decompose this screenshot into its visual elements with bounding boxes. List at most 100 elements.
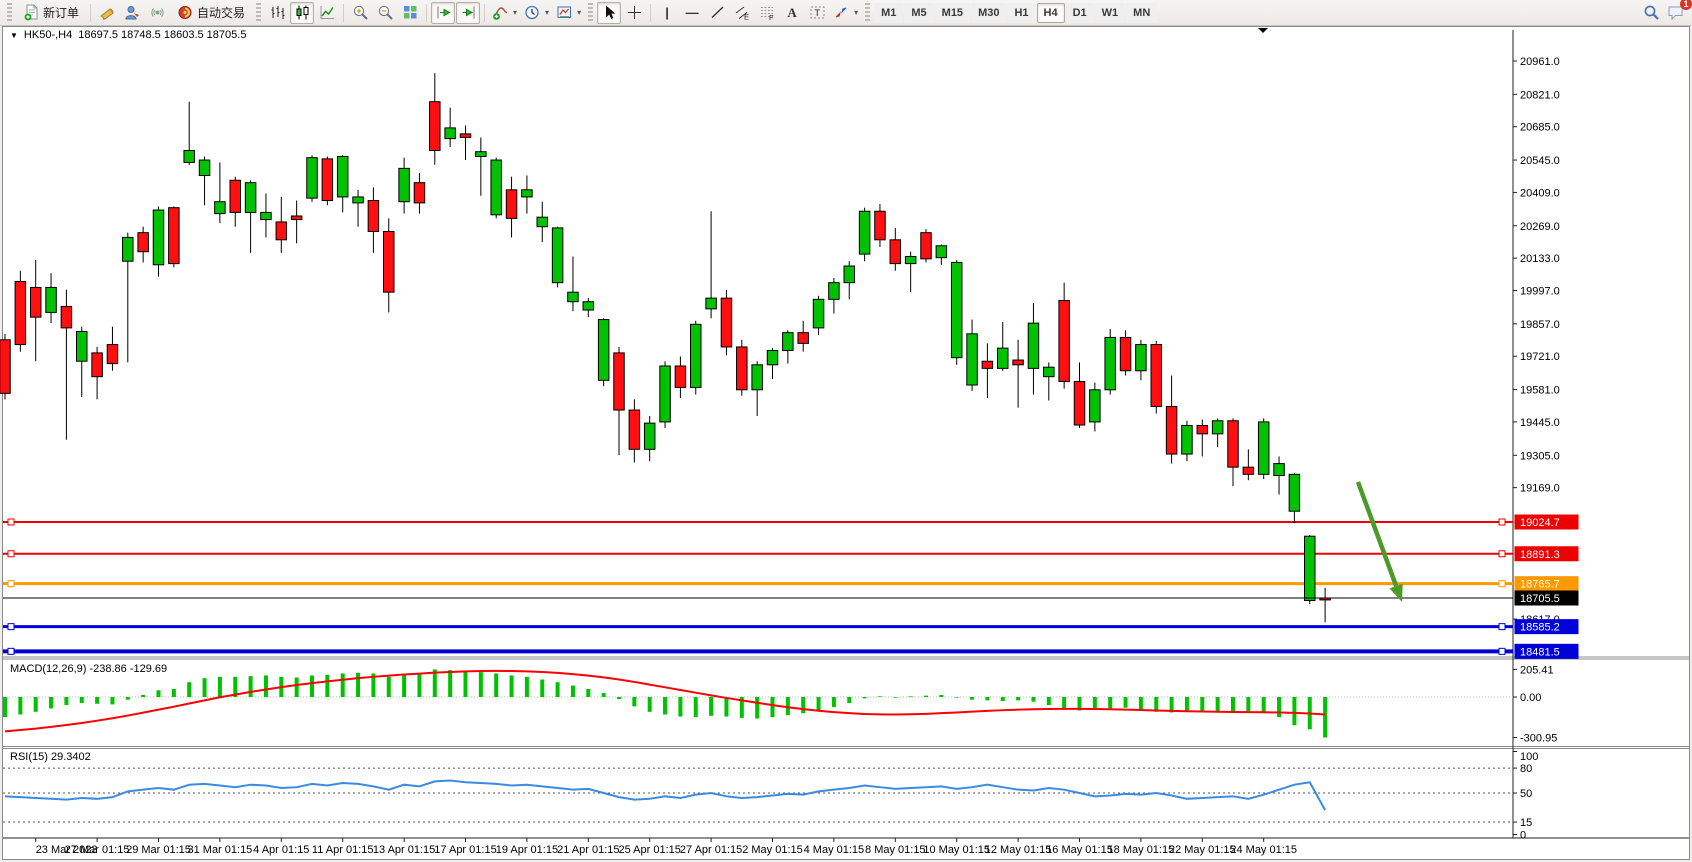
svg-text:T: T — [814, 8, 820, 18]
tab-mn[interactable]: MN — [1126, 2, 1158, 23]
tab-h1[interactable]: H1 — [1007, 2, 1036, 23]
horn-icon — [99, 8, 114, 21]
line-handle[interactable] — [7, 518, 15, 526]
templates-button[interactable]: ▾ — [553, 2, 584, 24]
crosshair-button[interactable] — [622, 2, 646, 24]
svg-text:10 May 01:15: 10 May 01:15 — [923, 844, 990, 856]
metaeditor-icon — [125, 6, 139, 20]
separator — [426, 3, 428, 22]
svg-text:19581.0: 19581.0 — [1520, 385, 1560, 397]
line-handle[interactable] — [1498, 550, 1506, 558]
autotrade-label: 自动交易 — [197, 6, 246, 20]
tab-m15[interactable]: M15 — [934, 2, 971, 23]
tile-windows-button[interactable] — [398, 2, 422, 24]
macd-label: MACD(12,26,9) -238.86 -129.69 — [10, 663, 167, 675]
tab-w1[interactable]: W1 — [1094, 2, 1126, 23]
candlestick-chart-button[interactable] — [290, 1, 315, 24]
vline-button[interactable]: | — [655, 2, 679, 24]
label-button[interactable]: T — [805, 2, 829, 24]
cursor-icon — [605, 5, 615, 19]
autotrade-button[interactable]: 自动交易 — [170, 2, 252, 24]
line-chart-button[interactable] — [315, 2, 339, 24]
svg-text:20133.0: 20133.0 — [1520, 253, 1560, 265]
tab-h4[interactable]: H4 — [1036, 2, 1065, 23]
price-badge: 19024.7 — [1514, 514, 1579, 530]
toolbar-grip[interactable] — [865, 2, 871, 23]
arrows-icon — [835, 7, 847, 18]
horn-button[interactable] — [95, 2, 119, 24]
svg-text:19 Apr 01:15: 19 Apr 01:15 — [496, 844, 558, 856]
horizontal-line[interactable] — [3, 518, 1513, 526]
text-button[interactable]: A — [780, 2, 804, 24]
svg-text:19857.0: 19857.0 — [1520, 319, 1560, 331]
hline-button[interactable]: — — [680, 2, 704, 24]
cursor-button[interactable] — [597, 1, 622, 24]
rsi-label: RSI(15) 29.3402 — [10, 751, 91, 763]
channel-button[interactable]: E — [730, 2, 754, 24]
horizontal-line[interactable] — [3, 580, 1513, 588]
zoom-in-icon — [353, 5, 368, 20]
trendline-button[interactable] — [705, 2, 729, 24]
svg-text:18 May 01:15: 18 May 01:15 — [1108, 844, 1175, 856]
new-order-button[interactable]: 新订单 — [16, 2, 86, 24]
svg-text:15: 15 — [1520, 817, 1532, 829]
svg-text:16 May 01:15: 16 May 01:15 — [1046, 844, 1113, 856]
pane-frames — [3, 30, 1689, 839]
chart-expand-icon[interactable]: ▼ — [10, 30, 18, 40]
chart-dropdown-marker[interactable] — [1258, 28, 1268, 33]
indicators-button[interactable]: ▾ — [489, 2, 520, 24]
zoom-out-button[interactable] — [373, 2, 397, 24]
tab-m5[interactable]: M5 — [904, 2, 934, 23]
metaeditor-button[interactable] — [120, 2, 144, 24]
line-handle[interactable] — [1498, 623, 1506, 631]
toolbar-grip[interactable] — [256, 2, 262, 23]
svg-text:8 May 01:15: 8 May 01:15 — [865, 844, 926, 856]
svg-text:2 May 01:15: 2 May 01:15 — [742, 844, 803, 856]
line-handle[interactable] — [1498, 647, 1506, 655]
signals-icon — [150, 8, 164, 17]
line-handle[interactable] — [7, 580, 15, 588]
svg-text:20821.0: 20821.0 — [1520, 89, 1560, 101]
horizontal-line[interactable] — [3, 550, 1513, 558]
label-icon: T — [810, 6, 825, 19]
tab-d1[interactable]: D1 — [1065, 2, 1094, 23]
line-handle[interactable] — [7, 550, 15, 558]
svg-text:20409.0: 20409.0 — [1520, 187, 1560, 199]
toolbar-grip[interactable] — [588, 2, 594, 23]
line-handle[interactable] — [1498, 580, 1506, 588]
horizontal-line[interactable] — [3, 623, 1513, 631]
search-button[interactable] — [1639, 2, 1663, 24]
chart-shift-icon — [462, 6, 475, 19]
line-handle[interactable] — [7, 647, 15, 655]
tab-m1[interactable]: M1 — [874, 2, 904, 23]
line-handle[interactable] — [7, 623, 15, 631]
separator — [650, 3, 652, 22]
toolbar-grip[interactable] — [7, 2, 12, 23]
svg-text:50: 50 — [1520, 788, 1532, 800]
svg-text:13 Apr 01:15: 13 Apr 01:15 — [373, 844, 435, 856]
arrows-button[interactable]: ▾ — [830, 2, 861, 24]
horizontal-line[interactable] — [3, 647, 1513, 655]
tab-m30[interactable]: M30 — [971, 2, 1007, 23]
indicators-icon — [493, 7, 508, 20]
zoom-in-button[interactable] — [348, 2, 372, 24]
signals-button[interactable] — [145, 2, 169, 24]
auto-scroll-button[interactable] — [431, 1, 456, 24]
svg-text:80: 80 — [1520, 763, 1532, 775]
chart-shift-button[interactable] — [456, 1, 481, 24]
search-icon — [1644, 5, 1659, 20]
green-arrow-annotation[interactable] — [1355, 481, 1403, 602]
fibonacci-button[interactable]: F — [755, 2, 779, 24]
svg-text:-300.95: -300.95 — [1520, 733, 1557, 745]
svg-text:20269.0: 20269.0 — [1520, 221, 1560, 233]
bar-chart-button[interactable] — [265, 2, 289, 24]
candlestick-chart-icon — [296, 5, 309, 20]
periods-button[interactable]: ▾ — [521, 2, 552, 24]
line-handle[interactable] — [1498, 518, 1506, 526]
svg-text:F: F — [769, 13, 774, 21]
svg-text:12 May 01:15: 12 May 01:15 — [985, 844, 1052, 856]
chevron-down-icon: ▾ — [513, 8, 518, 17]
